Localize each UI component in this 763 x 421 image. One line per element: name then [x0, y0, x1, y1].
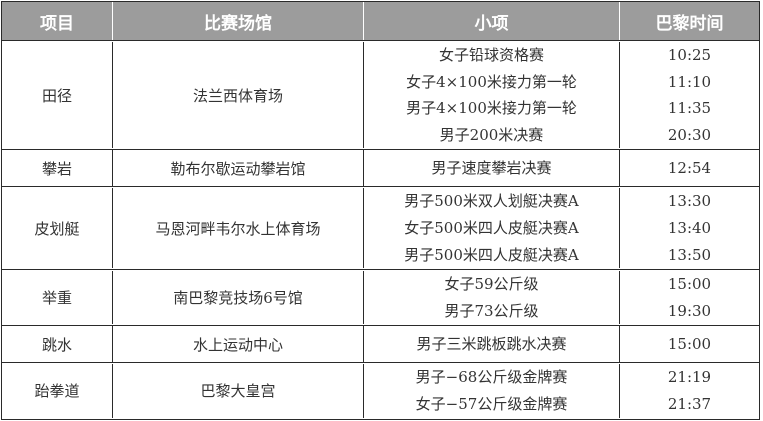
- event-time: 21:19: [667, 368, 712, 387]
- event-time: 21:37: [667, 394, 712, 413]
- event-time: 15:00: [667, 335, 712, 354]
- event-name: 女子铅球资格赛: [438, 46, 544, 64]
- event-name: 男子−68公斤级金牌赛: [415, 368, 568, 387]
- event-time: 20:30: [667, 125, 712, 144]
- header-event: 小项: [363, 2, 619, 40]
- times-cell: 10:25 11:10 11:35 20:30: [619, 42, 759, 149]
- sport-cell: 皮划艇: [34, 219, 80, 238]
- event-name: 男子500米双人划艇决赛A: [404, 192, 579, 211]
- event-time: 11:35: [667, 99, 712, 118]
- table-row: 皮划艇 马恩河畔韦尔水上体育场 男子500米双人划艇决赛A 女子500米四人皮艇决赛A…: [2, 186, 759, 269]
- sport-cell: 跳水: [41, 335, 72, 354]
- event-time: 10:25: [667, 46, 712, 64]
- events-cell: 男子−68公斤级金牌赛 女子−57公斤级金牌赛: [363, 364, 619, 418]
- event-time: 15:00: [667, 275, 712, 294]
- event-name: 男子4×100米接力第一轮: [406, 99, 577, 118]
- times-cell: 15:00: [619, 326, 759, 363]
- event-time: 13:50: [667, 245, 712, 264]
- events-cell: 女子铅球资格赛女子4×100米接力第一轮 男子4×100米接力第一轮 男子200米决…: [363, 42, 619, 149]
- event-time: 19:30: [667, 301, 712, 320]
- venue-cell: 水上运动中心: [112, 326, 363, 363]
- event-name: 女子−57公斤级金牌赛: [415, 394, 568, 413]
- event-time: 13:40: [667, 218, 712, 237]
- table-row: 田径 法兰西体育场 女子铅球资格赛 女子4×100米接力第一轮 男子4×100米接力第一…: [2, 40, 759, 149]
- event-name: 男子73公斤级: [444, 301, 539, 320]
- header-venue: 比赛场馆: [112, 2, 363, 40]
- venue-cell: 南巴黎竞技场6号馆: [112, 271, 363, 325]
- table-row: 攀岩 勒布尔歇运动攀岩馆 男子速度攀岩决赛 12:54: [2, 149, 759, 187]
- header-sport: 项目: [2, 2, 112, 40]
- event-name: 男子200米决赛: [439, 125, 544, 144]
- event-time: 11:10: [667, 72, 712, 91]
- sport-cell: 田径: [41, 86, 72, 105]
- venue-cell: 法兰西体育场: [112, 42, 363, 149]
- header-time: 巴黎时间: [619, 2, 759, 40]
- venue-cell: 巴黎大皇宫: [112, 364, 363, 418]
- sport-cell: 跆拳道: [34, 382, 80, 401]
- event-time: 12:54: [667, 159, 712, 178]
- event-name: 女子59公斤级: [444, 275, 539, 294]
- times-cell: 13:30 13:40 13:50: [619, 188, 759, 269]
- event-name: 男子500米四人皮艇决赛A: [404, 245, 579, 264]
- venue-cell: 马恩河畔韦尔水上体育场: [112, 188, 363, 269]
- events-cell: 男子500米双人划艇决赛A 女子500米四人皮艇决赛A 男子500米四人皮艇决赛A: [363, 188, 619, 269]
- event-time: 13:30: [667, 192, 712, 211]
- sport-cell: 攀岩: [41, 159, 72, 178]
- event-name: 男子三米跳板跳水决赛: [416, 335, 567, 354]
- events-cell: 男子三米跳板跳水决赛: [363, 326, 619, 363]
- events-cell: 男子速度攀岩决赛: [363, 150, 619, 187]
- times-cell: 21:19 21:37: [619, 364, 759, 418]
- table-row: 举重 南巴黎竞技场6号馆 女子59公斤级 男子73公斤级 15:00 19:30: [2, 269, 759, 325]
- event-name: 男子速度攀岩决赛: [431, 159, 552, 178]
- table-row: 跆拳道 巴黎大皇宫 男子−68公斤级金牌赛 女子−57公斤级金牌赛 21:19 21:37: [2, 362, 759, 418]
- times-cell: 12:54: [619, 150, 759, 187]
- sport-cell: 举重: [41, 289, 72, 308]
- table-header: 项目 比赛场馆 小项 巴黎时间: [2, 2, 759, 40]
- times-cell: 15:00 19:30: [619, 271, 759, 325]
- event-name: 女子500米四人皮艇决赛A: [404, 218, 579, 237]
- events-cell: 女子59公斤级 男子73公斤级: [363, 271, 619, 325]
- venue-cell: 勒布尔歇运动攀岩馆: [112, 150, 363, 187]
- event-name: 女子4×100米接力第一轮: [406, 72, 577, 91]
- table-row: 跳水 水上运动中心 男子三米跳板跳水决赛 15:00: [2, 325, 759, 363]
